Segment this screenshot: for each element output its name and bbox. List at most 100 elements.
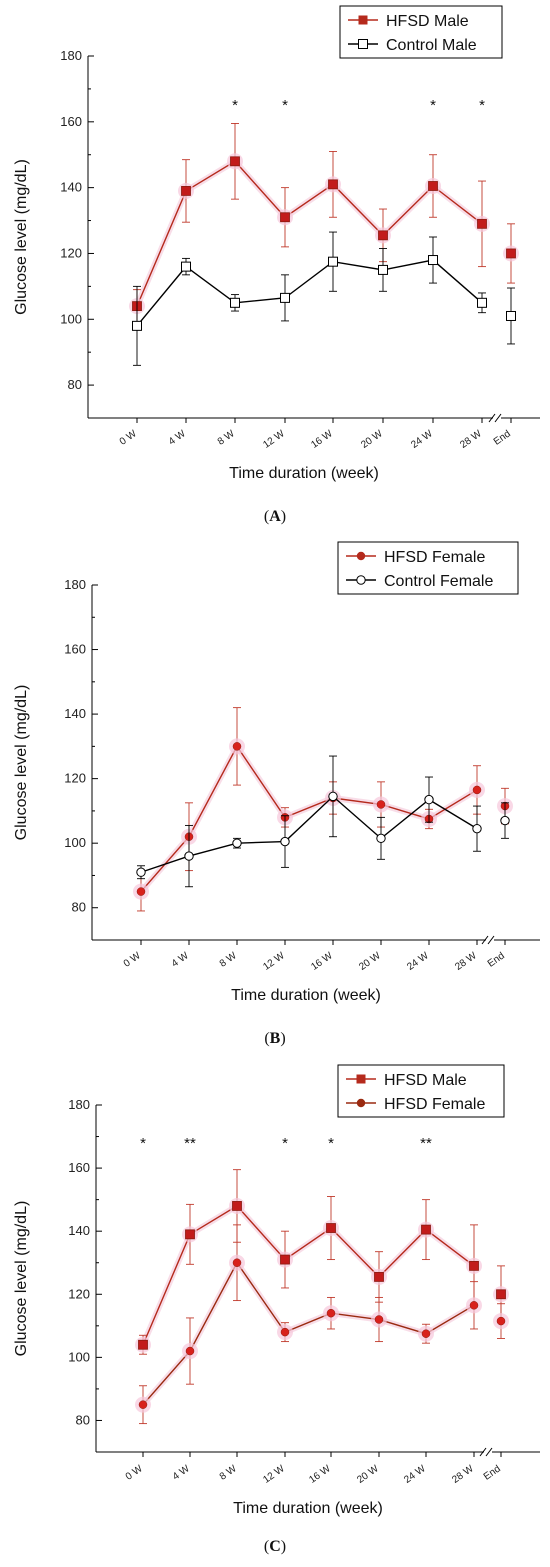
x-tick-label: 0 W [118,428,139,448]
data-point [136,867,146,877]
x-tick-label: 4 W [170,950,191,970]
legend-marker [356,551,366,561]
significance-marker: * [430,97,436,114]
y-tick-label: 180 [68,1097,90,1112]
data-point [378,230,388,241]
legend-marker [358,15,368,25]
x-tick-label: 4 W [167,428,188,448]
data-point [469,1260,479,1271]
data-point [232,742,242,751]
legend-label: HFSD Female [384,1096,485,1113]
x-axis-label: Time duration (week) [231,987,381,1004]
legend-marker [356,1098,366,1108]
data-point [421,1224,431,1235]
data-point [477,218,487,229]
data-point [185,1229,195,1240]
panel-label-c: (C) [263,1538,287,1555]
legend-box [337,541,519,595]
data-point [280,292,290,303]
y-tick-label: 80 [72,900,86,915]
data-point [230,156,240,167]
x-tick-label: 8 W [218,1463,239,1483]
data-point [132,320,142,331]
y-axis-label: Glucose level (mg/dL) [13,685,30,841]
axis-break-mark [485,1447,493,1457]
x-tick-label: End [486,950,507,969]
x-tick-label: 0 W [124,1463,145,1483]
significance-marker: * [479,97,485,114]
x-tick-label: 20 W [357,950,383,973]
y-tick-label: 100 [60,311,82,326]
data-point [428,255,438,266]
data-point [374,1272,384,1282]
significance-marker: * [328,1135,334,1152]
data-point [506,248,516,259]
y-tick-label: 160 [64,642,86,657]
significance-marker: * [282,1135,288,1152]
x-tick-label: 24 W [409,428,435,451]
data-point [328,256,338,267]
series-line [142,1205,475,1346]
legend-label: HFSD Female [384,549,485,566]
data-point [376,800,386,809]
data-point [181,186,191,196]
data-point [280,836,290,847]
data-point [328,179,338,190]
significance-marker: ** [420,1135,432,1152]
y-axis-label: Glucose level (mg/dL) [13,1201,30,1357]
y-tick-label: 80 [68,377,82,392]
y-tick-label: 180 [60,48,82,63]
legend-label: Control Female [384,573,493,590]
data-point [374,1315,384,1324]
series-line [140,745,478,893]
series-line [136,259,483,327]
data-point [136,887,146,896]
data-point [421,1329,431,1338]
data-point [326,1308,336,1318]
panel-label-b: (B) [264,1030,286,1047]
y-tick-label: 120 [64,771,86,786]
data-point [424,794,434,805]
y-tick-label: 120 [60,245,82,260]
data-point [328,791,338,802]
data-point [230,297,240,308]
panel-label-a: (A) [263,508,287,525]
x-axis-label: Time duration (week) [233,1500,383,1517]
data-point [184,851,194,861]
legend-label: HFSD Male [386,13,469,30]
data-point [280,1327,290,1337]
series-line [140,795,478,873]
x-tick-label: 28 W [453,950,479,973]
legend-marker [356,575,366,585]
data-point [232,838,242,848]
legend-label: Control Male [386,37,477,54]
x-tick-label: 28 W [450,1463,476,1486]
x-tick-label: 8 W [218,950,239,970]
y-tick-label: 120 [68,1286,90,1301]
data-point [138,1400,148,1409]
data-point [500,815,510,826]
data-point [280,212,290,223]
legend-marker [356,1074,366,1084]
axis-break-mark [494,413,502,423]
legend-box [337,1064,505,1118]
x-tick-label: 12 W [261,428,287,451]
y-tick-label: 140 [68,1223,90,1238]
x-tick-label: 16 W [309,428,335,451]
x-tick-label: 28 W [458,428,484,451]
significance-marker: ** [184,1135,196,1152]
x-tick-label: 12 W [261,1463,287,1486]
data-point [376,833,386,844]
y-tick-label: 160 [60,114,82,129]
x-axis-label: Time duration (week) [229,465,379,482]
x-tick-label: 16 W [307,1463,333,1486]
data-point [378,264,388,275]
axis-break-mark [481,935,489,945]
data-point [232,1258,242,1267]
x-tick-label: End [492,428,513,447]
x-tick-label: 24 W [402,1463,428,1486]
data-point [185,1346,195,1356]
data-point [496,1289,506,1300]
data-point [181,261,191,272]
significance-marker: * [282,97,288,114]
